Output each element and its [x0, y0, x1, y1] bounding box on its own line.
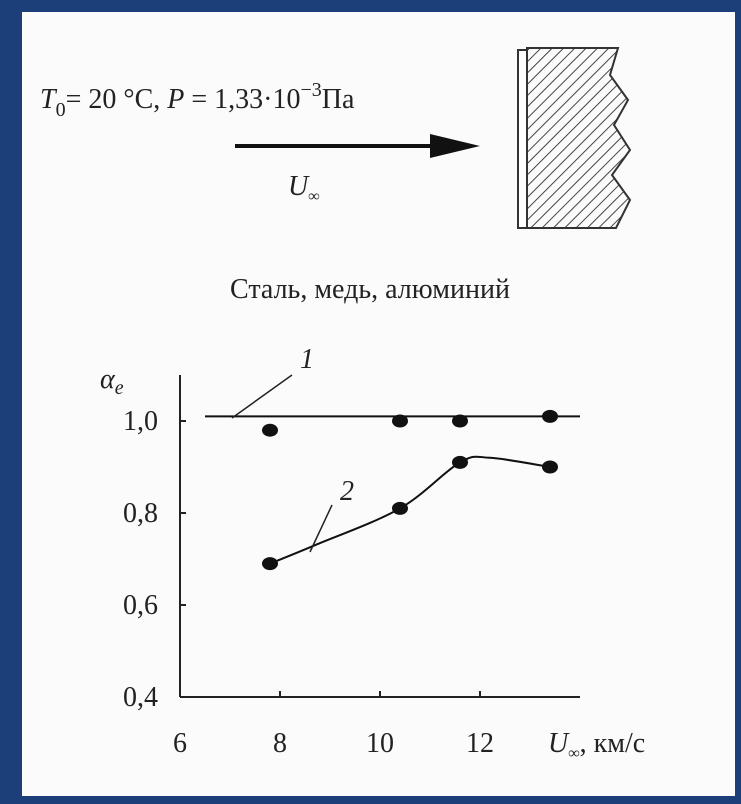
data-point	[262, 557, 278, 570]
y-tick-label: 0,6	[123, 590, 158, 621]
wall-surface	[518, 50, 527, 228]
x-tick-label: 12	[466, 728, 494, 759]
y-tick-label: 1,0	[123, 406, 158, 437]
x-tick-label: 6	[173, 728, 187, 759]
data-point	[542, 461, 558, 474]
panel	[22, 12, 735, 796]
page: T0= 20 °C, P = 1,33·10−3Па U∞ Сталь, мед…	[0, 0, 741, 804]
data-point	[392, 502, 408, 515]
chart-title: Сталь, медь, алюминий	[230, 274, 510, 305]
y-tick-label: 0,8	[123, 498, 158, 529]
data-point	[452, 415, 468, 428]
y-tick-label: 0,4	[123, 682, 158, 713]
data-point	[452, 456, 468, 469]
x-axis-label: U∞, км/с	[548, 728, 645, 762]
x-tick-label: 8	[273, 728, 287, 759]
figure: T0= 20 °C, P = 1,33·10−3Па U∞ Сталь, мед…	[0, 0, 741, 804]
curve-label: 2	[340, 476, 354, 507]
data-point	[392, 415, 408, 428]
x-tick-label: 10	[366, 728, 394, 759]
data-point	[262, 424, 278, 437]
data-point	[542, 410, 558, 423]
curve-label: 1	[300, 344, 314, 375]
